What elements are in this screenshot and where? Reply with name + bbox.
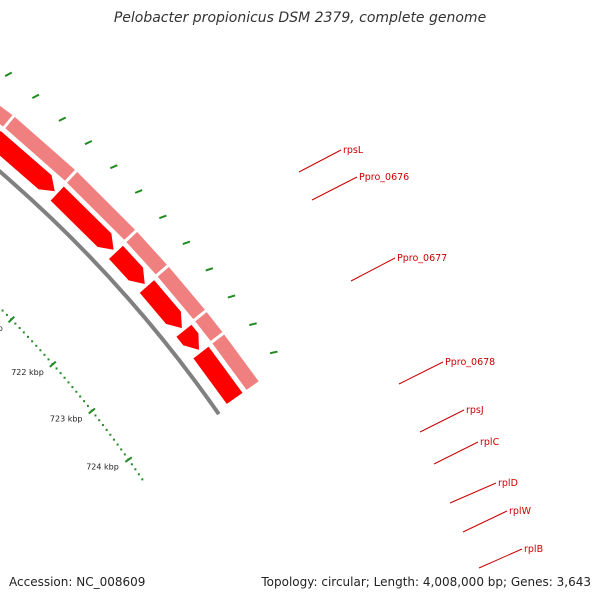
cds-arrow xyxy=(107,244,146,286)
outer-dash-track xyxy=(4,71,278,355)
gene-label: rplC xyxy=(480,437,500,448)
outer-dash xyxy=(134,189,143,194)
gene-leader-line xyxy=(419,409,465,433)
outer-dash xyxy=(269,350,278,355)
ruler-minor-dot xyxy=(10,318,13,321)
outer-dash xyxy=(109,164,118,170)
accession-text: Accession: NC_008609 xyxy=(9,575,146,589)
ruler-minor-dot xyxy=(112,438,115,441)
ruler-minor-dot xyxy=(109,433,112,436)
ruler-minor-dot xyxy=(5,313,8,316)
ruler-minor-dot xyxy=(130,463,133,466)
ruler-minor-dot xyxy=(14,322,17,325)
gene-segment xyxy=(210,332,261,392)
ruler-minor-dot xyxy=(71,386,74,389)
ruler-minor-dot xyxy=(47,358,50,361)
ruler-minor-dot xyxy=(98,419,101,422)
ruler-minor-dot xyxy=(22,331,25,334)
ruler-minor-dot xyxy=(43,353,46,356)
ruler-minor-dot xyxy=(79,395,82,398)
gene-segment xyxy=(156,265,207,321)
gene-leader-line xyxy=(311,176,358,201)
ruler-minor-dot xyxy=(1,309,4,312)
gene-label: Ppro_0678 xyxy=(445,357,495,368)
ruler-labels: 715 kbp716 kbp717 kbp718 kbp719 kbp720 k… xyxy=(0,324,119,472)
feature-track xyxy=(0,104,261,406)
outer-dash xyxy=(205,267,214,272)
gene-label: rplB xyxy=(524,544,543,555)
ruler-minor-dot xyxy=(63,376,66,379)
gene-leader-line xyxy=(433,441,479,465)
gene-leader-line xyxy=(398,361,444,385)
gene-label: Ppro_0677 xyxy=(397,253,447,264)
gene-leader-line xyxy=(462,510,508,533)
outer-dash xyxy=(31,93,40,100)
ruler-minor-dot xyxy=(31,340,34,343)
ruler-minor-dot xyxy=(86,404,89,407)
ruler-minor-dot xyxy=(55,367,58,370)
genome-summary-text: Topology: circular; Length: 4,008,000 bp… xyxy=(261,575,591,589)
gene-leader-line xyxy=(298,149,342,173)
outer-dash xyxy=(158,214,167,220)
outer-dash xyxy=(182,240,191,245)
ruler-minor-dot xyxy=(39,349,42,352)
ruler-tick-label: 721 kbp xyxy=(0,324,3,333)
gene-leader-line xyxy=(449,482,497,504)
map-title: Pelobacter propionicus DSM 2379, complet… xyxy=(113,10,487,26)
ruler-minor-dot xyxy=(67,381,70,384)
ruler-minor-dot xyxy=(90,409,93,412)
ruler-minor-dot xyxy=(134,468,137,471)
gene-segment xyxy=(65,170,137,242)
gene-labels: rpsL Ppro_0676 Ppro_0677 Ppro_0678 rpsJ rplC r… xyxy=(298,145,543,569)
gene-label: rpsJ xyxy=(466,405,484,416)
gene-label: Ppro_0676 xyxy=(359,172,409,183)
gene-leader-line xyxy=(478,548,523,569)
gene-segment xyxy=(193,310,225,343)
ruler-tick-label: 722 kbp xyxy=(11,368,44,377)
ruler-minor-dot xyxy=(35,344,38,347)
ruler-minor-dot xyxy=(83,400,86,403)
outer-dash xyxy=(4,71,13,78)
ruler-minor-dot xyxy=(75,390,78,393)
gene-segment xyxy=(0,104,15,129)
cds-arrow xyxy=(49,185,115,251)
ruler-tick-label: 724 kbp xyxy=(86,463,119,472)
gene-label: rpsL xyxy=(343,145,364,156)
outer-dash xyxy=(249,322,257,327)
cds-arrow xyxy=(0,129,56,193)
ruler-tick-label: 723 kbp xyxy=(50,414,83,423)
outer-dash xyxy=(58,116,67,122)
ruler-minor-dot xyxy=(127,458,130,461)
gene-label: rplD xyxy=(498,478,518,489)
cds-arrow xyxy=(175,323,200,351)
ruler-minor-dot xyxy=(141,478,144,481)
ruler-minor-dot xyxy=(94,414,97,417)
ruler-minor-dot xyxy=(137,473,140,476)
gene-segment xyxy=(124,230,169,277)
outer-dash xyxy=(84,140,93,146)
ruler-minor-dot xyxy=(123,453,126,456)
ruler-minor-dot xyxy=(51,362,54,365)
cds-arrow xyxy=(138,279,183,330)
ruler-minor-dot xyxy=(18,327,21,330)
ruler-minor-dot xyxy=(105,428,108,431)
ruler-minor-dot xyxy=(116,443,119,446)
gene-segment xyxy=(3,115,77,183)
outer-dash xyxy=(227,294,236,299)
ruler-minor-dot xyxy=(26,335,29,338)
gene-label: rplW xyxy=(509,506,532,517)
genome-backbone xyxy=(0,169,221,416)
ruler-minor-dot xyxy=(101,424,104,427)
ruler-minor-dot xyxy=(120,448,123,451)
cds-arrow xyxy=(192,345,244,406)
ruler-track xyxy=(1,309,144,481)
gene-leader-line xyxy=(350,257,396,282)
ruler-minor-dot xyxy=(59,372,62,375)
